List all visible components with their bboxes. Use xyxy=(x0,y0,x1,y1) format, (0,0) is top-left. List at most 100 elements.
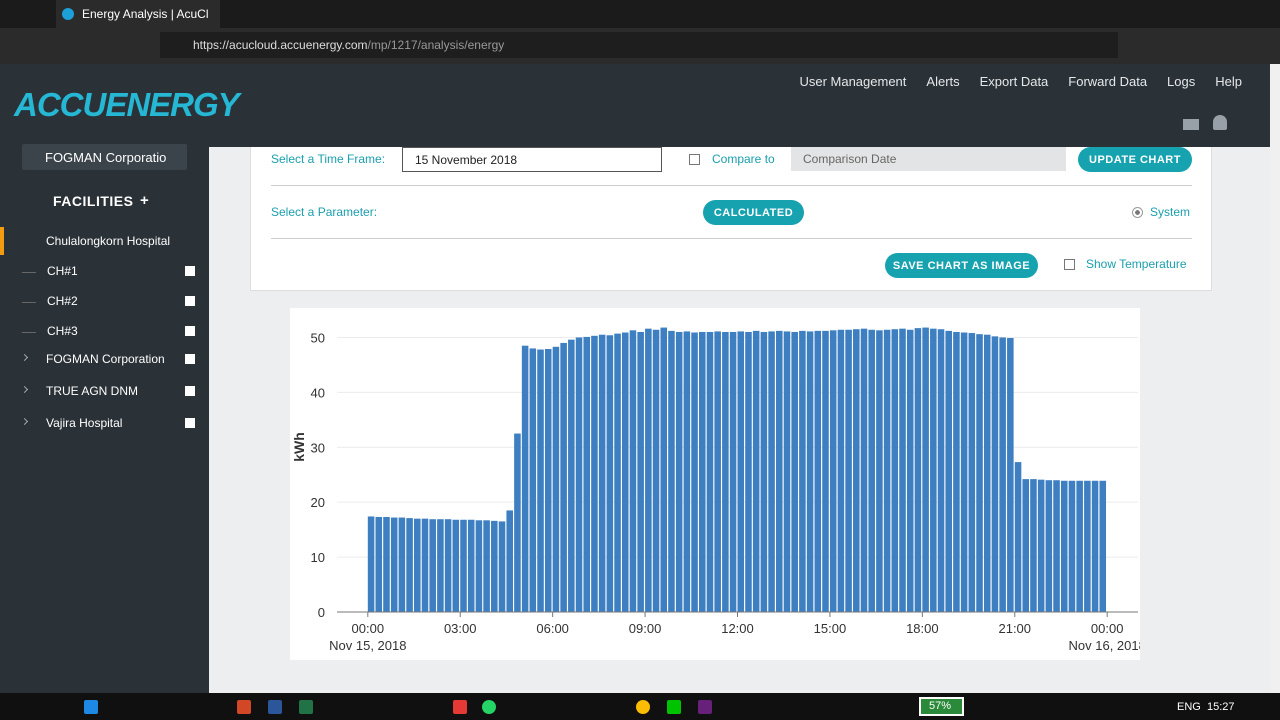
channel-checkbox[interactable] xyxy=(185,296,195,306)
taskbar-icon[interactable] xyxy=(268,700,282,714)
facility-checkbox[interactable] xyxy=(185,354,195,364)
bar xyxy=(552,346,560,612)
bar xyxy=(806,331,814,612)
temperature-label: Show Temperature xyxy=(1086,257,1187,271)
date-input[interactable]: 15 November 2018 xyxy=(402,147,662,172)
company-name: FOGMAN Corporatio xyxy=(45,150,167,165)
taskbar-icon[interactable] xyxy=(237,700,251,714)
bar xyxy=(822,330,829,612)
comparison-placeholder: Comparison Date xyxy=(803,152,897,166)
bar xyxy=(506,510,513,612)
bar xyxy=(560,342,567,612)
taskbar-icon[interactable] xyxy=(299,700,313,714)
channel-checkbox[interactable] xyxy=(185,266,195,276)
expand-arrow xyxy=(20,417,29,426)
facility-name[interactable]: TRUE AGN DNM xyxy=(46,384,139,398)
company-select[interactable]: FOGMAN Corporatio xyxy=(22,144,187,170)
tab[interactable]: Energy Analysis | AcuCl xyxy=(56,0,220,28)
bar xyxy=(760,331,768,612)
facility-name[interactable]: Vajira Hospital xyxy=(46,416,123,430)
bar xyxy=(537,349,544,612)
bar xyxy=(860,328,868,612)
button-text: UPDATE CHART xyxy=(1089,153,1181,166)
taskbar-icon[interactable] xyxy=(636,700,650,714)
url-path: /mp/1217/analysis/energy xyxy=(367,38,505,52)
x-tick-label: 21:00 xyxy=(998,621,1031,636)
channel-name[interactable]: CH#3 xyxy=(47,324,78,338)
calculated-button[interactable]: CALCULATED xyxy=(703,200,804,225)
taskbar-icon[interactable] xyxy=(698,700,712,714)
taskbar-icon[interactable] xyxy=(667,700,681,714)
nav-link[interactable]: User Management xyxy=(799,74,907,89)
channel-name[interactable]: CH#2 xyxy=(47,294,78,308)
bar xyxy=(398,517,406,612)
address-bar-row: https://acucloud.accuenergy.com/mp/1217/… xyxy=(0,28,1280,64)
bar xyxy=(960,332,968,612)
battery-text: 57% xyxy=(929,700,952,712)
facility-name[interactable]: FOGMAN Corporation xyxy=(46,352,165,366)
bar xyxy=(752,330,760,612)
bar xyxy=(437,519,444,612)
bar xyxy=(891,329,899,612)
x-tick-label: 15:00 xyxy=(814,621,847,636)
system-radio[interactable] xyxy=(1132,207,1143,218)
bar xyxy=(621,332,629,612)
logo[interactable]: ACCUENERGY xyxy=(14,86,240,123)
bar xyxy=(498,521,506,612)
chart: kWh 0 10 20 30 40 50 00:00 03:00 06:00 09:00 12:00… xyxy=(290,308,1140,660)
language[interactable]: ENG xyxy=(1177,701,1201,713)
bar xyxy=(421,518,429,612)
mail-icon[interactable] xyxy=(1183,119,1199,130)
taskbar-icon[interactable] xyxy=(453,700,467,714)
comparison-input[interactable]: Comparison Date xyxy=(791,147,1066,171)
bar xyxy=(876,330,883,612)
tree-line xyxy=(22,272,36,273)
facility-name[interactable]: Chulalongkorn Hospital xyxy=(46,234,171,248)
nav-link[interactable]: Help xyxy=(1215,74,1242,89)
temperature-checkbox[interactable] xyxy=(1064,259,1075,270)
bar xyxy=(683,331,691,612)
nav-link[interactable]: Logs xyxy=(1167,74,1196,89)
clock[interactable]: 15:27 xyxy=(1207,701,1235,713)
taskbar-icon[interactable] xyxy=(482,700,496,714)
add-facility[interactable]: + xyxy=(140,192,149,209)
bar xyxy=(1099,480,1107,612)
bar xyxy=(1053,480,1060,612)
update-chart-button[interactable]: UPDATE CHART xyxy=(1078,147,1192,172)
bar xyxy=(853,329,860,612)
bar xyxy=(714,331,721,612)
facility-checkbox[interactable] xyxy=(185,386,195,396)
bar xyxy=(899,328,906,612)
bar xyxy=(660,327,668,612)
bar xyxy=(829,330,837,612)
nav-link[interactable]: Forward Data xyxy=(1068,74,1148,89)
bar xyxy=(968,333,976,612)
bar xyxy=(521,345,529,612)
bar xyxy=(460,519,467,612)
channel-name[interactable]: CH#1 xyxy=(47,264,78,278)
url: https://acucloud.accuenergy.com/mp/1217/… xyxy=(193,38,504,52)
address-bar[interactable]: https://acucloud.accuenergy.com/mp/1217/… xyxy=(160,32,1118,58)
bar xyxy=(814,330,822,612)
bar xyxy=(483,520,490,612)
bar xyxy=(837,329,845,612)
bar xyxy=(544,348,552,612)
taskbar-icon[interactable] xyxy=(84,700,98,714)
y-tick-label: 40 xyxy=(311,385,325,400)
facility-checkbox[interactable] xyxy=(185,418,195,428)
form-panel: Select a Time Frame: 15 November 2018 Co… xyxy=(250,147,1212,291)
bar xyxy=(591,335,598,612)
battery-indicator[interactable]: 57% xyxy=(919,697,964,716)
compare-checkbox[interactable] xyxy=(689,154,700,165)
nav-link[interactable]: Alerts xyxy=(926,74,960,89)
nav-link[interactable]: Export Data xyxy=(979,74,1049,89)
x-date-label: Nov 16, 2018 xyxy=(1069,638,1140,653)
y-tick-label: 20 xyxy=(311,495,325,510)
y-axis-label: kWh xyxy=(291,432,307,462)
channel-checkbox[interactable] xyxy=(185,326,195,336)
bar xyxy=(637,331,644,612)
save-chart-button[interactable]: SAVE CHART AS IMAGE xyxy=(885,253,1038,278)
bar xyxy=(698,331,706,612)
user-icon[interactable] xyxy=(1213,115,1227,130)
